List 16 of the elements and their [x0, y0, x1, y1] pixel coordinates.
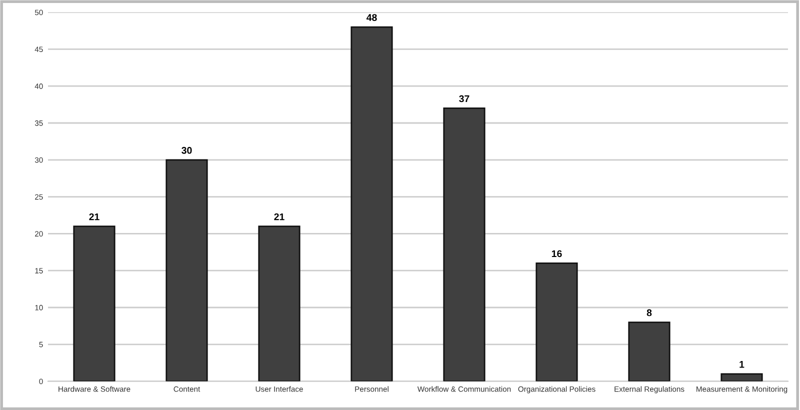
- bar: [258, 226, 300, 382]
- data-label: 21: [274, 213, 284, 220]
- data-label: 16: [552, 250, 562, 258]
- data-label: 1: [740, 361, 744, 368]
- data-label: 48: [366, 14, 377, 21]
- bar: [73, 226, 116, 382]
- data-label: 30: [182, 146, 192, 154]
- bar: [166, 159, 208, 382]
- data-label: 37: [459, 95, 470, 102]
- data-label: 21: [89, 213, 100, 220]
- bar: [720, 373, 763, 382]
- bar: [628, 322, 670, 382]
- data-label: 8: [646, 309, 652, 316]
- bar: [443, 108, 486, 382]
- bar: [350, 26, 393, 382]
- bar: [536, 262, 578, 382]
